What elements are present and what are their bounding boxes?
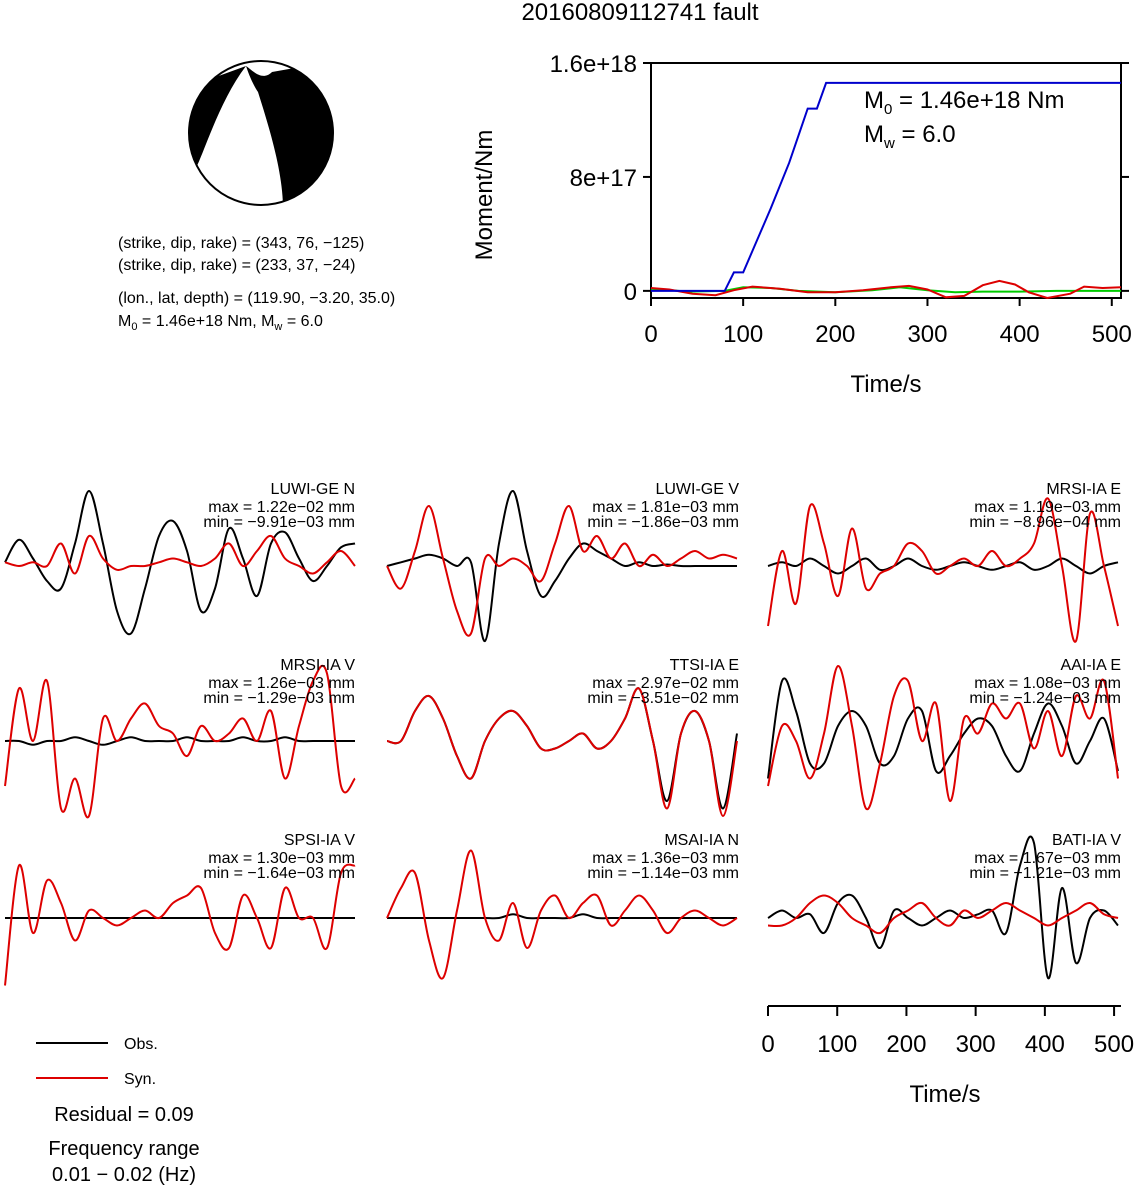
moment-xlabel: Time/s: [850, 371, 921, 398]
moment-xtick-label: 200: [815, 321, 855, 348]
syn-trace: [386, 504, 738, 637]
moment-ytick-label: 0: [624, 279, 637, 306]
moment-xtick-label: 0: [644, 321, 657, 348]
station-max: max = 1.08e−03 mm: [974, 675, 1121, 692]
obs-trace: [4, 489, 356, 636]
location-text: (lon., lat, depth) = (119.90, −3.20, 35.…: [118, 290, 395, 307]
station-label: TTSI-IA E: [670, 657, 739, 674]
moment-annotation-m0: M0 = 1.46e+18 Nm: [864, 87, 1064, 118]
station-min: min = −1.14e−03 mm: [587, 865, 739, 882]
moment-xtick-label: 400: [1000, 321, 1040, 348]
station-min: min = −1.29e−03 mm: [203, 690, 355, 707]
syn-trace: [386, 687, 738, 818]
moment-rate-chart: 0 100 200 300 400 500 0 8e+17 1.6e+18 Time/s Mom…: [471, 51, 1132, 398]
waveform-xtick-label: 0: [761, 1031, 774, 1058]
np1-text: (strike, dip, rake) = (343, 76, −125): [118, 235, 364, 252]
station-label: MRSI-IA V: [280, 657, 355, 674]
syn-trace: [386, 849, 738, 980]
moment-series-line: [650, 279, 1122, 300]
np2-text: (strike, dip, rake) = (233, 37, −24): [118, 257, 355, 274]
moment-ytick-label: 8e+17: [570, 165, 637, 192]
waveform-xlabel: Time/s: [909, 1081, 980, 1108]
station-min: min = −8.96e−04 mm: [969, 514, 1121, 531]
station-max: max = 1.36e−03 mm: [592, 850, 739, 867]
moment-xtick-label: 300: [907, 321, 947, 348]
waveform-time-axis: 0 100 200 300 400 500 Time/s: [761, 1005, 1134, 1108]
moment-plot-frame: [650, 62, 1122, 299]
station-label: LUWI-GE V: [655, 481, 739, 498]
station-min: min = −1.86e−03 mm: [587, 514, 739, 531]
station-label: MRSI-IA E: [1046, 481, 1121, 498]
station-max: max = 1.26e−03 mm: [208, 675, 355, 692]
station-min: min = −1.21e−03 mm: [969, 865, 1121, 882]
station-max: max = 2.97e−02 mm: [592, 675, 739, 692]
station-min: min = −1.24e−03 mm: [969, 690, 1121, 707]
waveform-xtick-label: 100: [817, 1031, 857, 1058]
waveform-xtick-label: 200: [886, 1031, 926, 1058]
obs-trace: [386, 489, 737, 643]
legend-syn-label: Syn.: [124, 1071, 156, 1088]
station-min: min = −3.51e−02 mm: [587, 690, 739, 707]
obs-trace: [767, 835, 1119, 980]
moment-ytick-label: 1.6e+18: [550, 51, 637, 78]
waveform-xtick-label: 500: [1094, 1031, 1134, 1058]
page-title: 20160809112741 fault: [521, 0, 758, 26]
station-min: min = −1.64e−03 mm: [203, 865, 355, 882]
beachball-group: [188, 60, 334, 206]
station-min: min = −9.91e−03 mm: [203, 514, 355, 531]
frequency-label: Frequency range: [48, 1138, 199, 1160]
station-label: BATI-IA V: [1052, 832, 1121, 849]
station-max: max = 1.67e−03 mm: [974, 850, 1121, 867]
moment-xtick-label: 500: [1092, 321, 1132, 348]
station-label: LUWI-GE N: [271, 481, 355, 498]
syn-trace: [767, 894, 1119, 935]
beachball-quadrant-right: [246, 61, 333, 205]
syn-trace: [767, 497, 1119, 643]
moment-series-line: [651, 81, 1121, 292]
moment-ylabel: Moment/Nm: [471, 130, 498, 261]
station-label: SPSI-IA V: [284, 832, 355, 849]
moment-annotation-mw: Mw = 6.0: [864, 121, 956, 152]
moment-xtick-label: 100: [723, 321, 763, 348]
station-label: AAI-IA E: [1061, 657, 1121, 674]
syn-trace: [767, 664, 1119, 811]
obs-trace: [767, 677, 1119, 779]
station-label: MSAI-IA N: [664, 832, 739, 849]
obs-trace: [4, 736, 355, 746]
waveform-xtick-label: 400: [1025, 1031, 1065, 1058]
syn-trace: [4, 534, 356, 575]
legend-obs-label: Obs.: [124, 1036, 158, 1053]
moment-magnitude-text: M0 = 1.46e+18 Nm, Mw = 6.0: [118, 313, 323, 333]
station-max: max = 1.22e−02 mm: [208, 499, 355, 516]
beachball-outline: [188, 60, 334, 206]
syn-trace: [4, 863, 356, 986]
station-max: max = 1.81e−03 mm: [592, 499, 739, 516]
station-max: max = 1.19e−03 mm: [974, 499, 1121, 516]
residual-text: Residual = 0.09: [54, 1104, 194, 1126]
waveform-xtick-label: 300: [956, 1031, 996, 1058]
frequency-value: 0.01 − 0.02 (Hz): [52, 1164, 196, 1186]
station-max: max = 1.30e−03 mm: [208, 850, 355, 867]
legend: Obs. Syn. Residual = 0.09 Frequency rang…: [36, 1036, 200, 1186]
syn-trace: [4, 664, 356, 819]
